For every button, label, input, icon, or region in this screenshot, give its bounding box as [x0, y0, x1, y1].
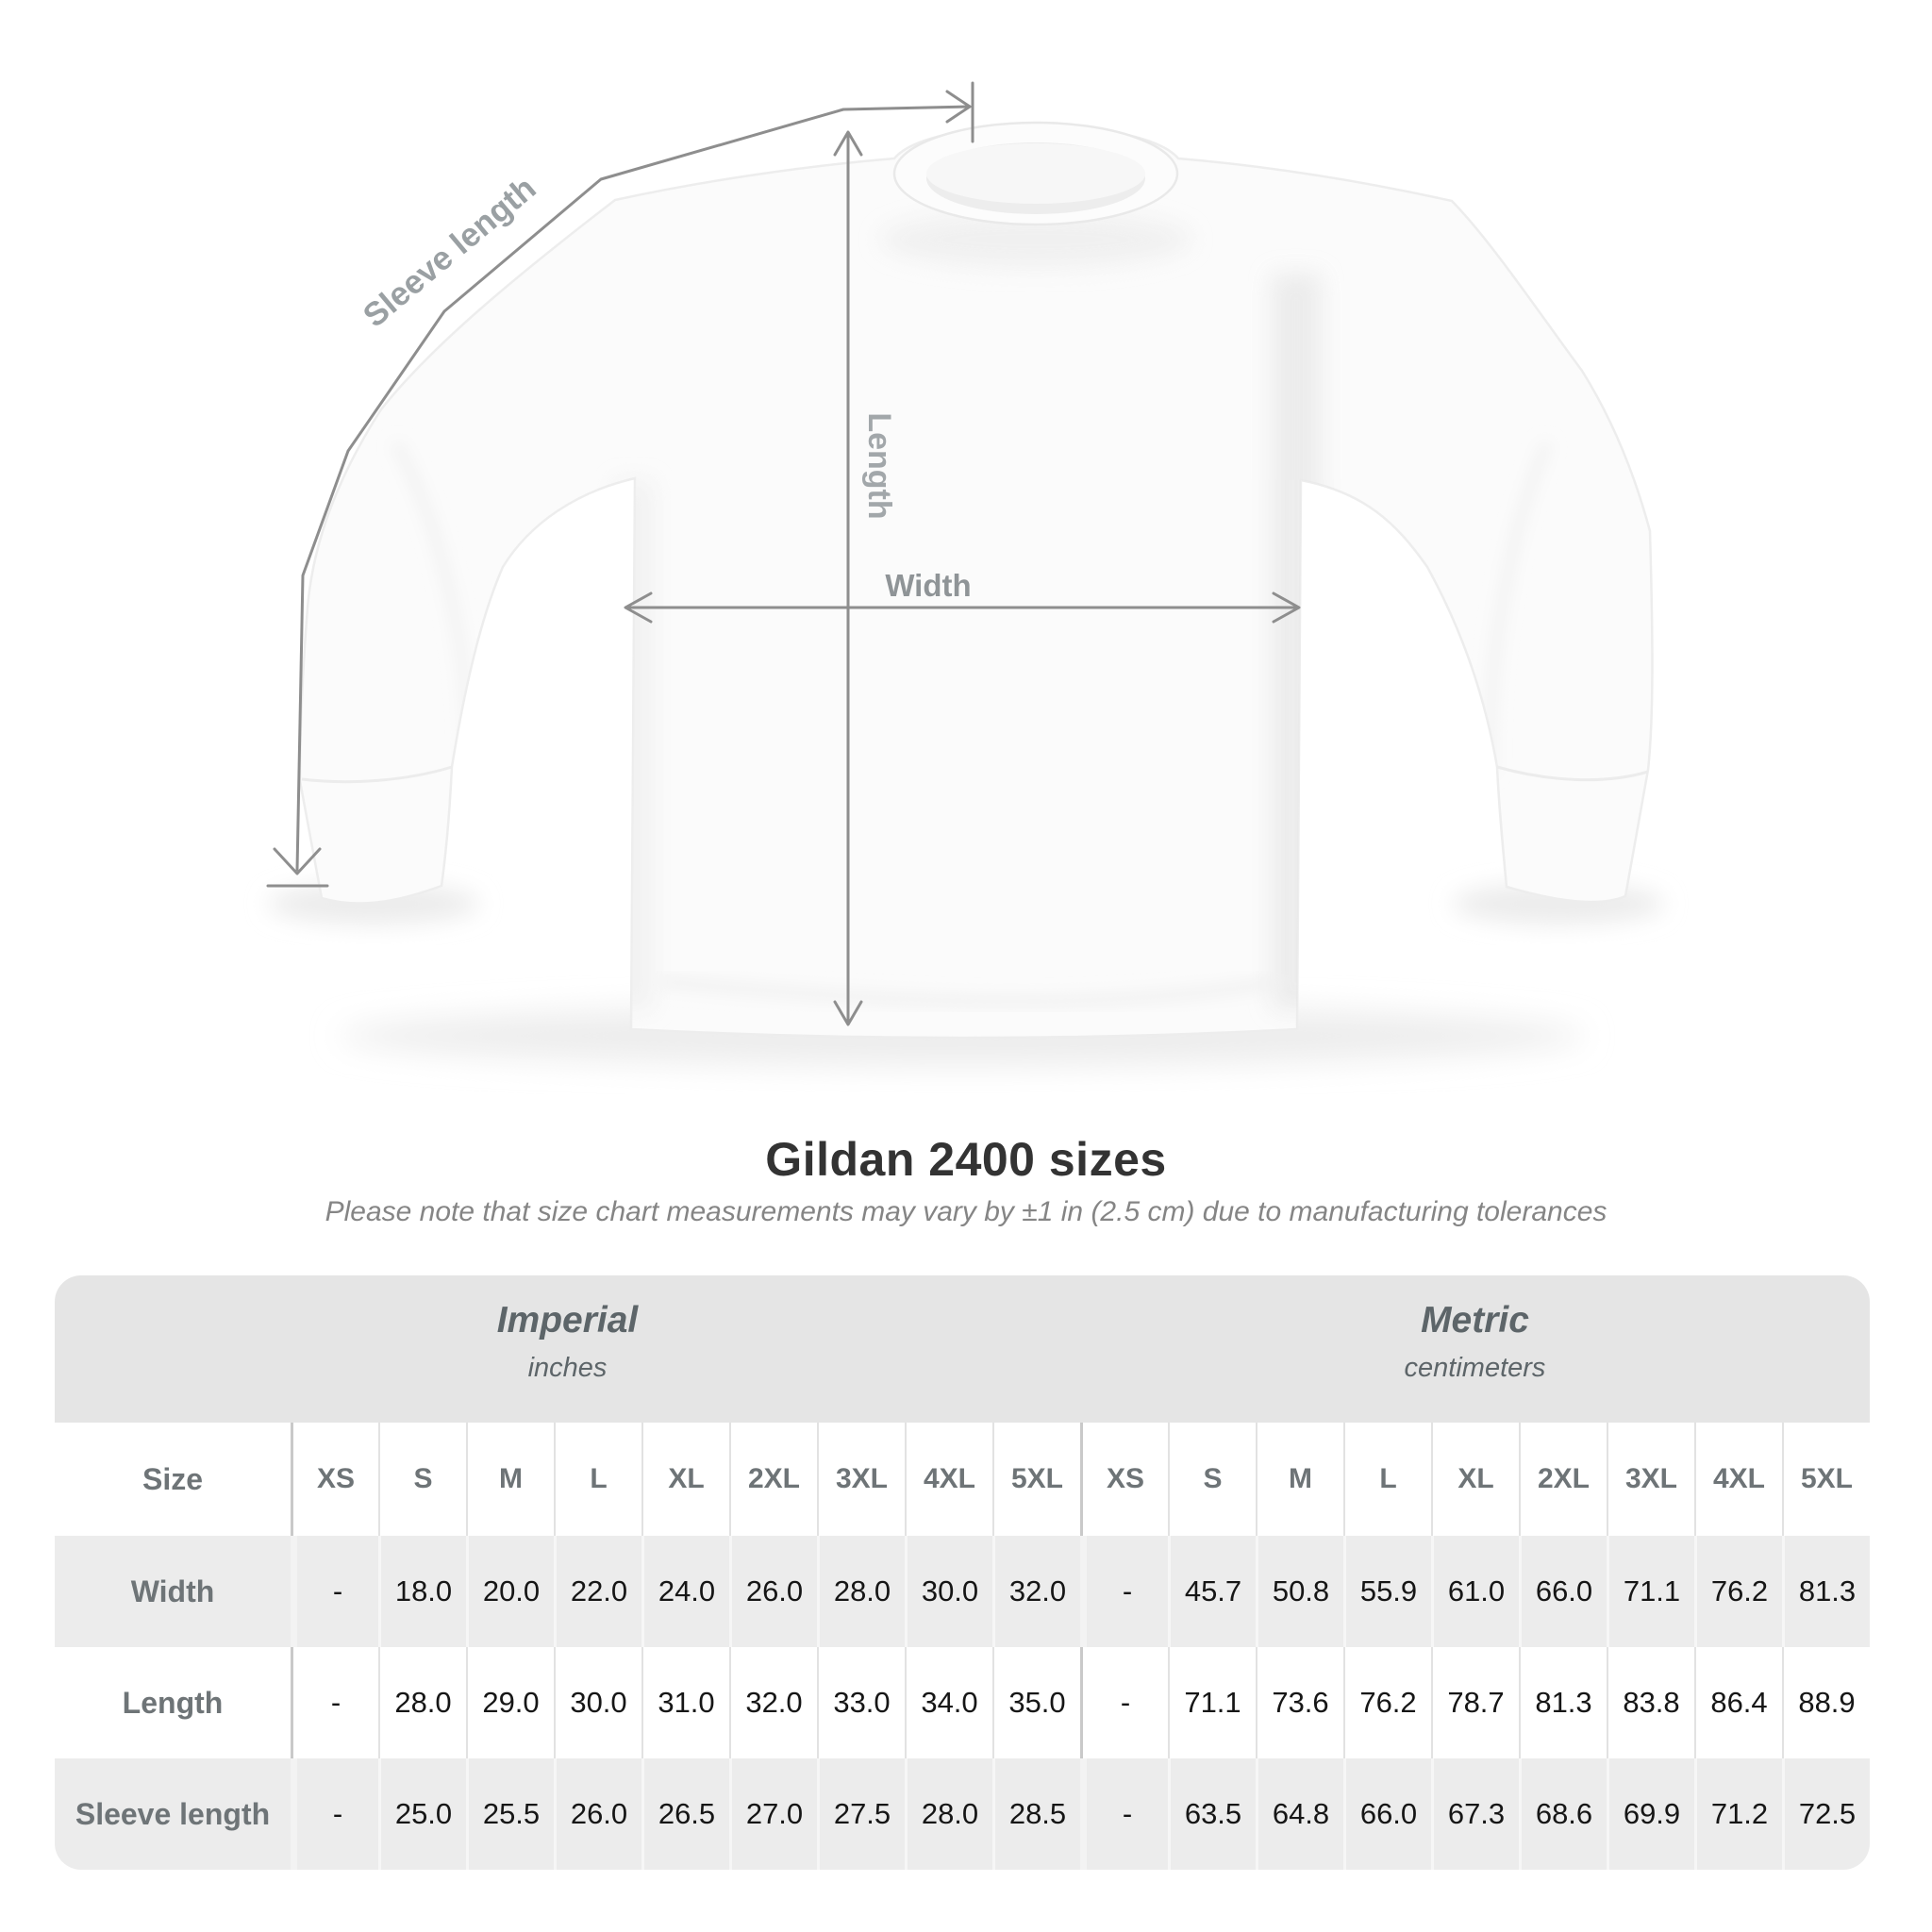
measurement-value: 69.9 [1607, 1758, 1694, 1870]
measurement-value: 72.5 [1782, 1758, 1870, 1870]
measurement-value: 34.0 [905, 1647, 992, 1758]
size-column-header: L [1343, 1423, 1431, 1536]
size-column-header: 5XL [992, 1423, 1080, 1536]
measurement-value: - [1080, 1536, 1168, 1647]
measurement-value: 25.0 [378, 1758, 466, 1870]
measurement-value: 18.0 [378, 1536, 466, 1647]
size-column-header: 4XL [905, 1423, 992, 1536]
size-column-header: 2XL [729, 1423, 817, 1536]
size-table: Imperial inches Metric centimeters Size … [55, 1275, 1870, 1870]
measurement-value: 71.2 [1694, 1758, 1782, 1870]
size-column-header: XL [641, 1423, 729, 1536]
size-header-cell: Size [55, 1423, 291, 1536]
measurement-value: 30.0 [554, 1647, 641, 1758]
measurement-value: 28.0 [905, 1758, 992, 1870]
metric-label: Metric [1421, 1300, 1529, 1341]
metric-group-header: Metric centimeters [1080, 1275, 1870, 1423]
size-column-header: 5XL [1782, 1423, 1870, 1536]
measurement-value: - [291, 1536, 378, 1647]
measurement-value: 71.1 [1168, 1647, 1256, 1758]
measurement-value: 29.0 [466, 1647, 554, 1758]
width-label: Width [885, 568, 971, 603]
measurement-value: 32.0 [729, 1647, 817, 1758]
measurement-value: 81.3 [1519, 1647, 1607, 1758]
measurement-value: 86.4 [1694, 1647, 1782, 1758]
size-column-header: M [1256, 1423, 1343, 1536]
measurement-value: 66.0 [1343, 1758, 1431, 1870]
shirt-illustration: Sleeve length Length Width [266, 81, 1664, 1066]
measurement-value: 64.8 [1256, 1758, 1343, 1870]
measurement-value: 26.5 [641, 1758, 729, 1870]
size-column-header: L [554, 1423, 641, 1536]
size-column-header: 4XL [1694, 1423, 1782, 1536]
measurement-value: 61.0 [1431, 1536, 1519, 1647]
measurement-value: 28.0 [378, 1647, 466, 1758]
measurement-value: 76.2 [1694, 1536, 1782, 1647]
measurement-value: - [1080, 1647, 1168, 1758]
size-column-header: XS [1080, 1423, 1168, 1536]
measurement-value: 71.1 [1607, 1536, 1694, 1647]
page-title: Gildan 2400 sizes [765, 1133, 1167, 1186]
measurement-value: 81.3 [1782, 1536, 1870, 1647]
length-arrow [833, 130, 863, 1026]
measurement-value: 88.9 [1782, 1647, 1870, 1758]
measurement-value: 30.0 [905, 1536, 992, 1647]
measurement-value: 31.0 [641, 1647, 729, 1758]
measurement-value: 78.7 [1431, 1647, 1519, 1758]
size-column-header: XL [1431, 1423, 1519, 1536]
size-column-header: XS [291, 1423, 378, 1536]
size-column-header: 3XL [817, 1423, 905, 1536]
row-label: Length [55, 1647, 291, 1758]
size-column-header: S [1168, 1423, 1256, 1536]
row-label: Width [55, 1536, 291, 1647]
shirt-collar [892, 121, 1179, 226]
metric-unit-label: centimeters [1404, 1353, 1546, 1383]
shirt-size-diagram: Sleeve length Length Width [266, 81, 1664, 1066]
measurement-value: 22.0 [554, 1536, 641, 1647]
measurement-value: 27.5 [817, 1758, 905, 1870]
left-cuff-seam [301, 765, 453, 784]
width-arrow [624, 591, 1301, 624]
length-label: Length [861, 412, 897, 519]
measurement-value: 67.3 [1431, 1758, 1519, 1870]
measurement-value: 55.9 [1343, 1536, 1431, 1647]
measurement-value: 20.0 [466, 1536, 554, 1647]
measurement-value: 33.0 [817, 1647, 905, 1758]
measurement-value: 24.0 [641, 1536, 729, 1647]
imperial-label: Imperial [496, 1300, 639, 1341]
measurement-value: 26.0 [554, 1758, 641, 1870]
size-column-header: S [378, 1423, 466, 1536]
measurement-value: - [1080, 1758, 1168, 1870]
measurement-value: 68.6 [1519, 1758, 1607, 1870]
measurement-value: 45.7 [1168, 1536, 1256, 1647]
size-column-header: 3XL [1607, 1423, 1694, 1536]
measurement-value: 28.5 [992, 1758, 1080, 1870]
measurement-value: - [291, 1758, 378, 1870]
measurement-value: 27.0 [729, 1758, 817, 1870]
right-cuff-seam [1496, 765, 1649, 782]
measurement-value: 28.0 [817, 1536, 905, 1647]
measurement-value: 25.5 [466, 1758, 554, 1870]
measurement-value: 76.2 [1343, 1647, 1431, 1758]
measurement-value: 66.0 [1519, 1536, 1607, 1647]
size-column-header: M [466, 1423, 554, 1536]
size-column-header: 2XL [1519, 1423, 1607, 1536]
measurement-value: 32.0 [992, 1536, 1080, 1647]
page-subtitle: Please note that size chart measurements… [325, 1196, 1607, 1227]
imperial-unit-label: inches [527, 1353, 608, 1383]
measurement-value: 83.8 [1607, 1647, 1694, 1758]
measurement-value: 73.6 [1256, 1647, 1343, 1758]
measurement-value: 63.5 [1168, 1758, 1256, 1870]
measurement-value: 50.8 [1256, 1536, 1343, 1647]
measurement-value: 35.0 [992, 1647, 1080, 1758]
imperial-group-header: Imperial inches [55, 1275, 1080, 1423]
measurement-value: - [291, 1647, 378, 1758]
measurement-value: 26.0 [729, 1536, 817, 1647]
row-label: Sleeve length [55, 1758, 291, 1870]
sleeve-length-arrow [266, 81, 974, 888]
